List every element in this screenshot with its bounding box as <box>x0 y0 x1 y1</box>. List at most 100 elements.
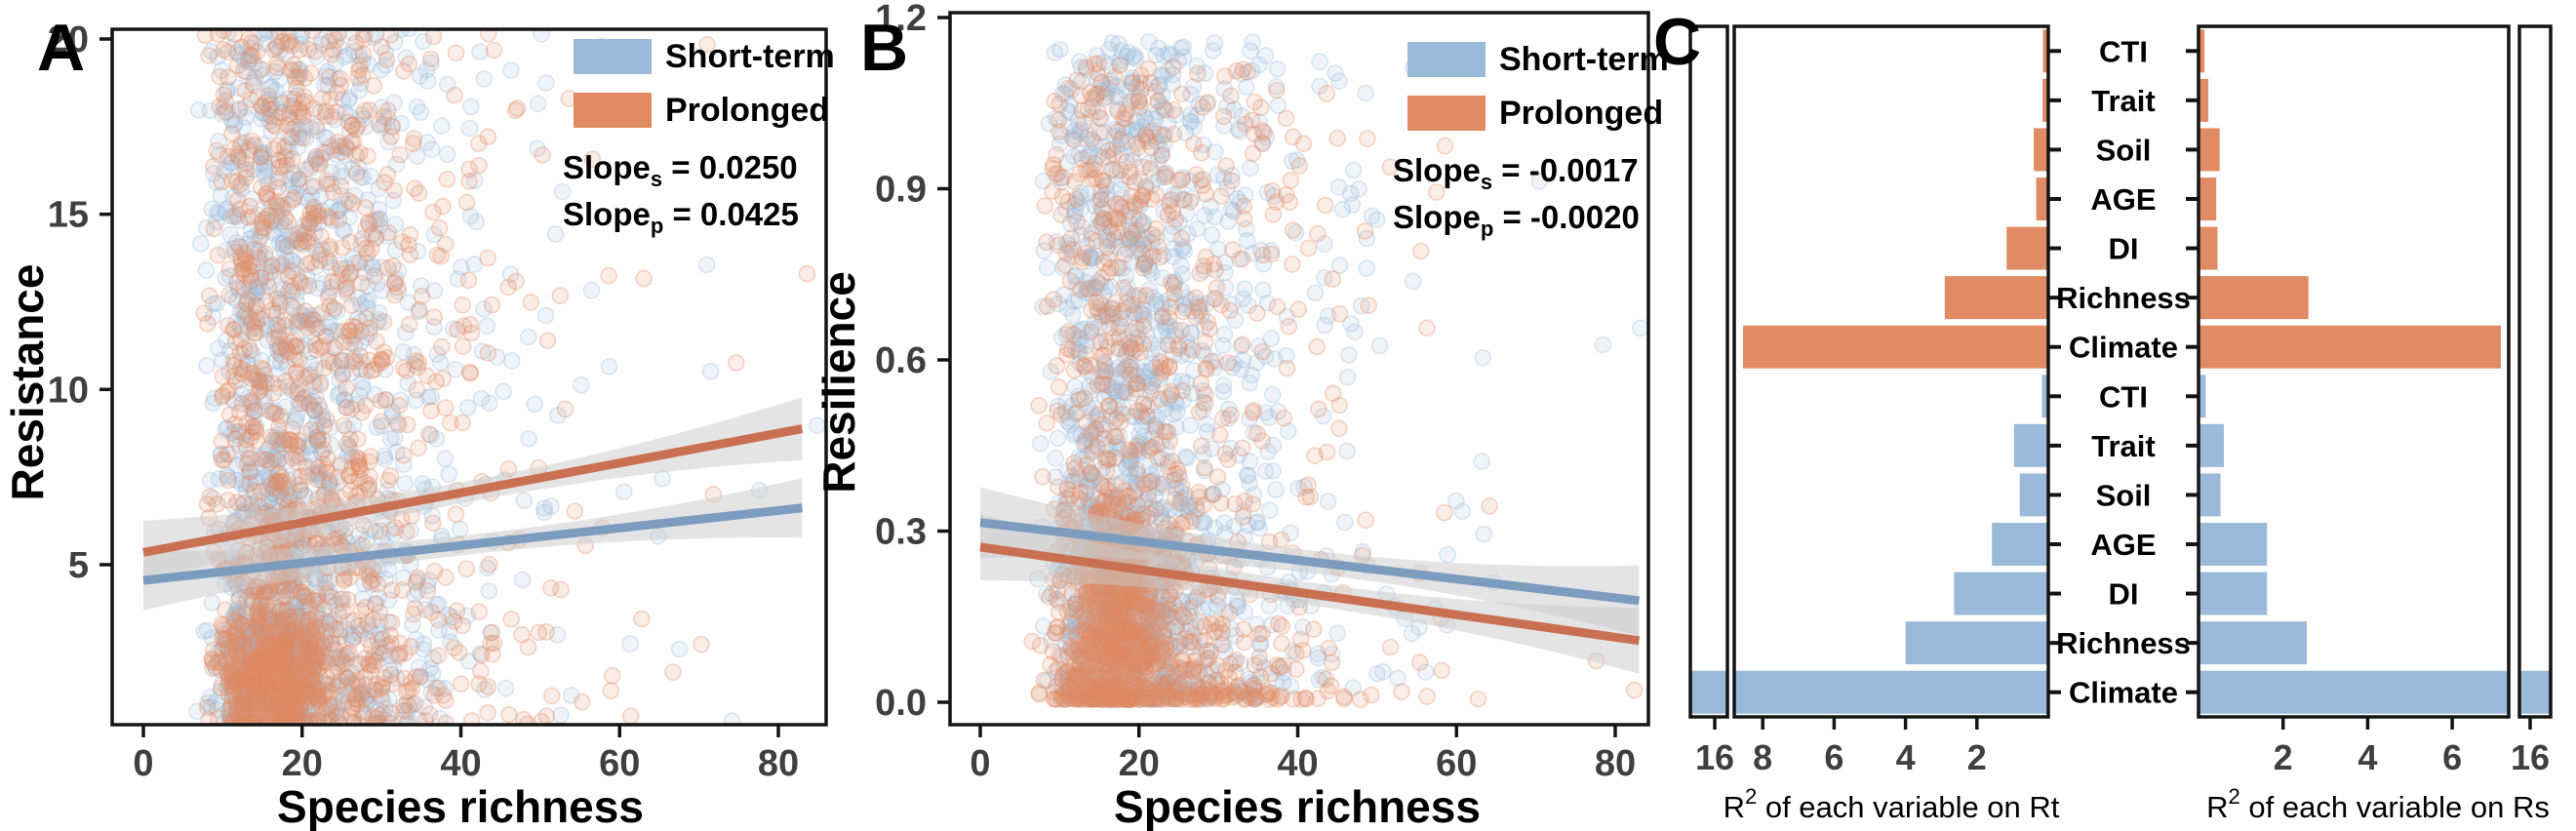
rs-axis-tick-label: 2 <box>2274 737 2293 777</box>
rt-main-bars <box>1734 29 2048 714</box>
rs-break-bars <box>2519 670 2551 714</box>
panel-b-x-axis-title: Species richness <box>1114 781 1481 831</box>
bar-rs-prolonged-soil <box>2199 128 2220 172</box>
variable-label-trait: Trait <box>2091 429 2155 463</box>
bar-rt-prolonged-di <box>2006 226 2048 270</box>
variable-label-cti: CTI <box>2099 34 2148 68</box>
legend-label-prolonged: Prolonged <box>1499 95 1663 132</box>
slope-annotation-prolonged: Slopep = -0.0020 <box>1393 199 1640 241</box>
bar-rt-short-term-richness <box>1905 621 2048 665</box>
y-tick-label: 0.3 <box>875 512 927 553</box>
panel-a-x-axis-title: Species richness <box>277 781 644 831</box>
y-tick-label: 20 <box>48 20 89 60</box>
rt-axis-tick-label: 2 <box>1967 737 1987 777</box>
rs-axis-tick-label: 4 <box>2358 737 2377 777</box>
panel-c: CTI Trait Soil AGE DI Richness Climate CTI Trait… <box>1653 5 2553 824</box>
bar-rt-short-term-soil <box>2019 473 2048 517</box>
x-tick-label: 60 <box>599 743 640 784</box>
variable-label-di: DI <box>2109 232 2139 266</box>
y-tick-label: 1.2 <box>875 0 927 39</box>
rs-main-box <box>2197 24 2511 719</box>
variable-label-trait: Trait <box>2091 84 2155 118</box>
legend-label-prolonged: Prolonged <box>665 92 829 129</box>
bar-rs-prolonged-richness <box>2199 276 2309 320</box>
x-tick-label: 40 <box>1277 743 1318 784</box>
legend-swatch-prolonged <box>1407 96 1486 131</box>
y-tick-label: 0.0 <box>875 683 927 724</box>
bar-rt-short-term-age <box>1992 523 2048 566</box>
panel-a-y-axis-title: Resistance <box>2 264 53 501</box>
bar-rt-prolonged-age <box>2036 178 2048 220</box>
x-tick-label: 80 <box>1595 743 1636 784</box>
bar-rt-prolonged-soil <box>2033 128 2048 172</box>
rt-axis-tick-label: 16 <box>1695 737 1734 777</box>
variable-label-age: AGE <box>2090 528 2156 562</box>
variable-label-richness: Richness <box>2056 281 2191 315</box>
panel-a-plot: 0 20 40 60 80 20 15 10 5 <box>48 20 828 784</box>
bar-rt-break-climate <box>1690 670 1727 714</box>
variable-label-cti: CTI <box>2099 379 2148 414</box>
scatter-cloud-prolonged <box>195 29 816 725</box>
panel-a: 0 20 40 60 80 20 15 10 5 A Resistance Species ri… <box>2 11 835 831</box>
panel-c-plot: CTI Trait Soil AGE DI Richness Climate CTI Trait… <box>1688 24 2553 777</box>
panel-a-label: A <box>37 11 85 85</box>
panel-c-label: C <box>1653 5 1701 79</box>
x-tick-label: 80 <box>758 743 799 784</box>
plot-border <box>948 11 1650 727</box>
bar-rt-short-term-trait <box>2013 423 2048 467</box>
bar-rs-short-term-richness <box>2199 621 2307 665</box>
plot-border <box>110 27 828 727</box>
bar-rs-break-climate <box>2519 670 2551 714</box>
x-tick-label: 20 <box>1119 743 1160 784</box>
rt-axis-tick-label: 8 <box>1753 737 1772 777</box>
bar-rs-short-term-soil <box>2199 473 2221 517</box>
regression-line-short-term <box>142 503 803 585</box>
variable-label-richness: Richness <box>2056 626 2191 660</box>
panel-b-plot: 0 20 40 60 80 1.2 0.9 0.6 0.3 0.0 <box>875 0 1650 784</box>
rs-break-box <box>2517 24 2553 719</box>
legend-label-short-term: Short-term <box>665 38 835 75</box>
panel-b: 0 20 40 60 80 1.2 0.9 0.6 0.3 0.0 B Resilience Sp… <box>813 0 1669 831</box>
regression-line-short-term <box>979 518 1640 606</box>
bar-rs-short-term-climate <box>2199 670 2509 714</box>
x-tick-label: 0 <box>133 743 153 784</box>
rs-axis-tick-label: 16 <box>2511 737 2550 777</box>
x-tick-label: 0 <box>970 743 990 784</box>
rt-axis-tick-label: 4 <box>1896 737 1916 777</box>
bar-rs-short-term-di <box>2199 572 2268 615</box>
variable-label-di: DI <box>2109 577 2139 612</box>
legend-swatch-short-term <box>1407 42 1486 77</box>
bar-rs-prolonged-di <box>2199 226 2218 270</box>
axis-ticks: 0 20 40 60 80 1.2 0.9 0.6 0.3 0.0 <box>875 0 1636 784</box>
panel-b-legend: Short-term Prolonged Slopes = -0.0017 Sl… <box>1393 41 1669 241</box>
regression-line-prolonged <box>979 542 1641 646</box>
legend-label-short-term: Short-term <box>1499 41 1669 78</box>
variable-label-climate: Climate <box>2069 331 2178 365</box>
bar-rt-short-term-di <box>1954 572 2048 615</box>
y-tick-label: 15 <box>48 195 89 236</box>
bar-rt-short-term-climate <box>1734 670 2048 714</box>
bar-rs-prolonged-climate <box>2199 325 2501 369</box>
rs-axis-tick-label: 6 <box>2442 737 2462 777</box>
variable-label-soil: Soil <box>2096 133 2152 167</box>
scatter-cloud-short-term <box>1029 33 1648 708</box>
rs-main-bars <box>2199 29 2509 714</box>
y-tick-label: 10 <box>48 370 89 411</box>
x-tick-label: 20 <box>282 743 323 784</box>
y-tick-label: 5 <box>68 545 89 586</box>
regression-line-prolonged <box>142 424 804 557</box>
bar-rt-short-term-cti <box>2041 375 2048 418</box>
variable-label-soil: Soil <box>2096 478 2152 512</box>
bar-rt-prolonged-richness <box>1944 276 2048 320</box>
rt-break-box <box>1688 24 1729 719</box>
slope-annotation-prolonged: Slopep = 0.0425 <box>563 196 799 238</box>
x-tick-label: 60 <box>1436 743 1477 784</box>
y-tick-label: 0.9 <box>875 170 927 211</box>
y-tick-label: 0.6 <box>875 340 927 381</box>
panel-c-right-axis-title: R2 of each variable on Rs <box>2206 784 2550 824</box>
bar-rs-prolonged-age <box>2199 178 2217 220</box>
panel-c-left-axis-title: R2 of each variable on Rt <box>1724 784 2060 824</box>
legend-swatch-prolonged <box>574 93 652 128</box>
plot-area <box>980 33 1648 708</box>
